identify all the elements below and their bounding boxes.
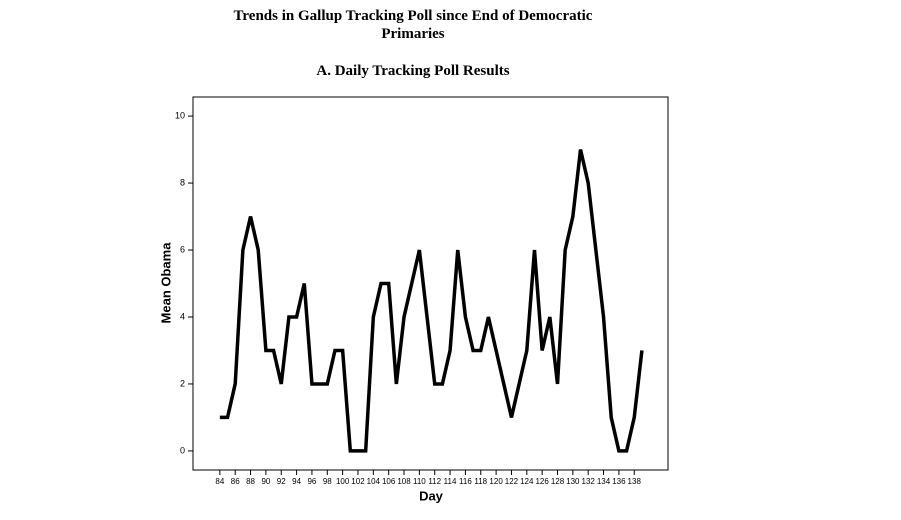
x-tick-label: 92	[277, 477, 286, 486]
x-tick-label: 130	[566, 477, 580, 486]
x-tick-label: 136	[612, 477, 626, 486]
x-tick-label: 126	[535, 477, 549, 486]
x-tick-label: 88	[246, 477, 255, 486]
x-tick-label: 114	[444, 477, 457, 486]
y-tick-label: 0	[180, 445, 185, 455]
y-tick-label: 6	[180, 244, 185, 254]
x-tick-label: 112	[428, 477, 441, 486]
x-tick-label: 104	[367, 477, 381, 486]
y-tick-label: 10	[175, 110, 185, 120]
x-tick-label: 124	[520, 477, 534, 486]
chart-subtitle: A. Daily Tracking Poll Results	[316, 63, 510, 79]
x-tick-label: 108	[397, 477, 411, 486]
x-tick-label: 96	[307, 477, 316, 486]
x-tick-label: 128	[551, 477, 565, 486]
x-tick-label: 86	[231, 477, 240, 486]
x-tick-label: 90	[261, 477, 270, 486]
x-tick-label: 122	[505, 477, 519, 486]
y-tick-label: 4	[180, 311, 185, 321]
plot-frame	[192, 96, 669, 471]
x-tick-label: 98	[323, 477, 332, 486]
x-tick-label: 94	[292, 477, 301, 486]
x-tick-label: 106	[382, 477, 396, 486]
x-tick-label: 102	[351, 477, 365, 486]
x-tick-label: 120	[489, 477, 503, 486]
x-tick-label: 110	[413, 477, 426, 486]
y-tick-label: 8	[180, 177, 185, 187]
y-tick-label: 2	[180, 378, 185, 388]
chart-title: Trends in Gallup Tracking Poll since End…	[233, 8, 593, 42]
x-tick-label: 116	[459, 477, 472, 486]
line	[219, 149, 644, 453]
x-tick-label: 118	[474, 477, 487, 486]
x-tick-label: 132	[582, 477, 596, 486]
x-axis-label: Day	[419, 488, 444, 503]
x-tick-label: 84	[215, 477, 224, 486]
x-tick-label: 134	[597, 477, 611, 486]
y-axis-label: Mean Obama	[158, 242, 173, 324]
x-tick-label: 138	[628, 477, 642, 486]
x-tick-label: 100	[336, 477, 350, 486]
